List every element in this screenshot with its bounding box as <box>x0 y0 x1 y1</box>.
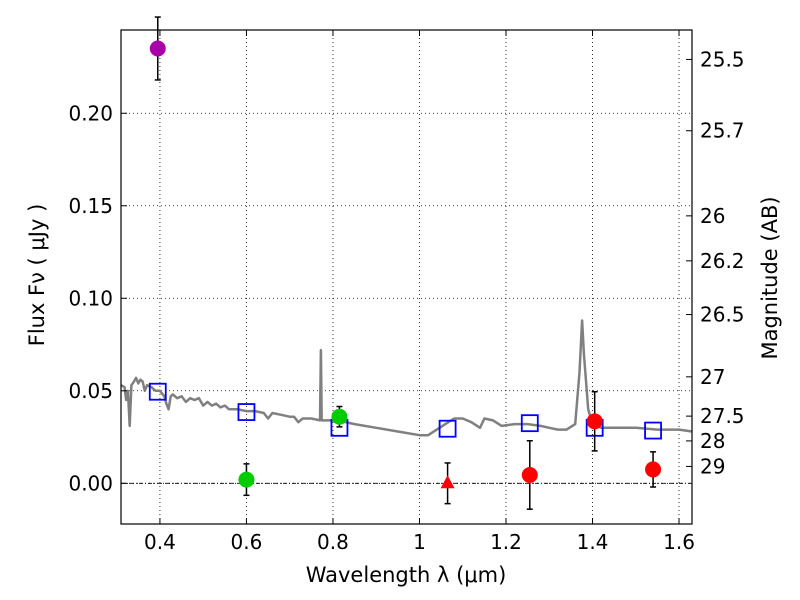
axis-ticks: 0.4 0.6 0.8 1 1.2 1.4 1.6 0.00 0.05 0.10 0.15 0.20 2… <box>68 30 745 554</box>
mag-tick-label: 29 <box>700 454 725 478</box>
x-tick-label: 1 <box>413 530 426 554</box>
upper-limit-triangle <box>440 475 455 489</box>
photometry-point <box>149 40 166 57</box>
photometry-point <box>331 408 348 425</box>
mag-tick-label: 27.5 <box>700 404 745 428</box>
x-tick-label: 0.4 <box>144 530 176 554</box>
model-photometry-square <box>148 382 167 401</box>
x-tick-label: 1.6 <box>663 530 695 554</box>
x-tick-label: 0.6 <box>231 530 263 554</box>
y-tick-label: 0.20 <box>68 101 113 125</box>
model-photometry-square <box>438 419 457 438</box>
y-tick-label: 0.15 <box>68 194 113 218</box>
y-axis-label: Flux Fν ( μJy ) <box>25 204 49 347</box>
photometry-point <box>521 466 538 483</box>
model-photometry-square <box>520 414 539 433</box>
mag-tick-label: 26.2 <box>700 249 745 273</box>
y2-axis-label: Magnitude (AB) <box>758 196 782 359</box>
y-tick-label: 0.05 <box>68 379 113 403</box>
model-photometry-square <box>237 403 256 421</box>
x-tick-label: 1.2 <box>490 530 522 554</box>
mag-tick-label: 28 <box>700 429 725 453</box>
mag-tick-label: 26.5 <box>700 303 745 327</box>
photometry-point <box>586 413 603 430</box>
x-tick-label: 0.8 <box>317 530 349 554</box>
model-photometry-square <box>644 421 662 440</box>
mag-tick-label: 25.5 <box>700 47 745 71</box>
model-spectrum <box>120 319 693 437</box>
data-points <box>148 16 662 510</box>
y-tick-label: 0.00 <box>68 471 113 495</box>
mag-tick-label: 27 <box>700 365 725 389</box>
x-tick-label: 1.4 <box>577 530 609 554</box>
grid <box>121 30 692 524</box>
mag-tick-label: 26 <box>700 204 725 228</box>
model-spectrum-line <box>120 319 693 437</box>
x-axis-label: Wavelength λ (μm) <box>306 563 507 587</box>
photometry-point <box>645 461 662 478</box>
y-tick-label: 0.10 <box>68 286 113 310</box>
plot-frame <box>120 29 693 525</box>
photometry-point <box>238 471 255 488</box>
mag-tick-label: 25.7 <box>700 119 745 143</box>
